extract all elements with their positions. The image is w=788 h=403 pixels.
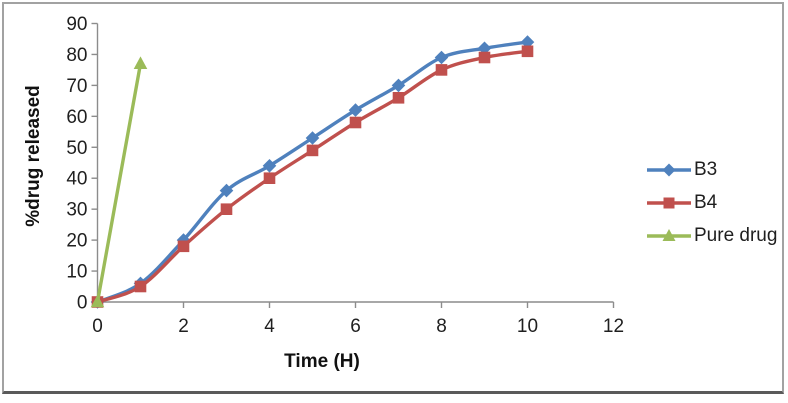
y-tick-label: 90: [66, 14, 87, 35]
legend: B3 B4 Pure drug: [646, 153, 777, 252]
y-tick-label: 80: [66, 45, 87, 66]
b3-line-diamond-icon: [647, 163, 691, 176]
legend-label: B4: [694, 191, 718, 213]
y-tick-label: 60: [66, 107, 87, 128]
legend-label: B3: [694, 158, 718, 180]
x-axis: 0 2 4 6 8 10 12: [92, 301, 624, 337]
x-tick-label: 12: [603, 316, 624, 337]
legend-item-b4: B4: [646, 186, 777, 219]
x-tick-label: 10: [517, 316, 538, 337]
x-tick-label: 6: [350, 316, 361, 337]
series-pure-drug: [90, 56, 148, 308]
series-b3: [90, 35, 535, 309]
x-axis-title: Time (H): [284, 351, 360, 372]
y-tick-label: 10: [66, 262, 87, 283]
y-tick-label: 30: [66, 200, 87, 221]
x-tick-label: 2: [178, 316, 189, 337]
legend-item-pure-drug: Pure drug: [646, 219, 777, 252]
x-tick-label: 4: [264, 316, 275, 337]
y-axis-title: %drug released: [23, 85, 44, 227]
x-tick-label: 0: [92, 316, 103, 337]
y-tick-label: 20: [66, 231, 87, 252]
pure-drug-line-triangle-icon: [647, 228, 691, 241]
chart-frame: [2, 2, 784, 394]
y-axis: 0 10 20 30 40 50 60 70 80 90: [66, 14, 99, 314]
y-tick-label: 0: [77, 293, 88, 314]
y-tick-label: 50: [66, 138, 87, 159]
x-tick-label: 8: [436, 316, 447, 337]
series-b4: [91, 45, 534, 308]
y-tick-label: 70: [66, 76, 87, 97]
legend-item-b3: B3: [646, 153, 777, 186]
y-tick-label: 40: [66, 169, 87, 190]
legend-label: Pure drug: [694, 224, 778, 246]
b4-line-square-icon: [647, 197, 691, 208]
